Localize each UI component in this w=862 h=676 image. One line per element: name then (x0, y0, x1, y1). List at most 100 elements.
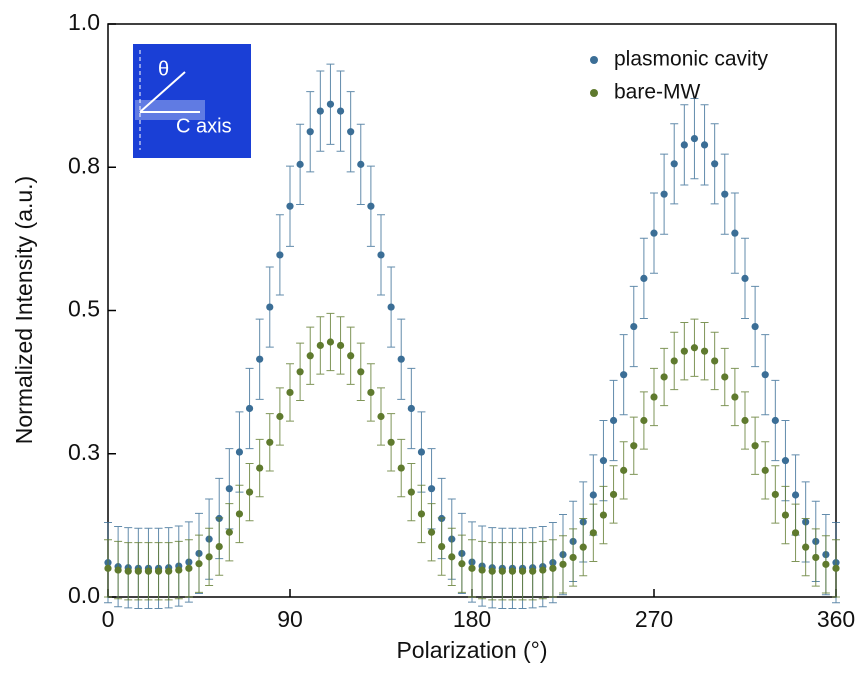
data-point (599, 511, 608, 519)
data-point (407, 488, 415, 496)
inset-angle: θ (158, 58, 169, 80)
data-point (347, 128, 355, 136)
data-point (286, 388, 294, 397)
data-point (205, 553, 213, 561)
data-point (822, 560, 830, 568)
data-point (589, 529, 597, 537)
data-point (791, 529, 800, 537)
data-point (245, 404, 254, 413)
data-point (630, 322, 638, 331)
data-point (529, 567, 537, 575)
data-point (316, 341, 324, 350)
data-point (751, 322, 759, 331)
data-point (367, 388, 375, 397)
data-point (276, 251, 284, 259)
data-point (215, 542, 223, 551)
data-point (609, 416, 618, 425)
data-point (781, 511, 790, 519)
data-point (235, 448, 244, 456)
data-point (812, 553, 820, 562)
data-point (387, 438, 395, 446)
data-point (690, 135, 699, 143)
y-tick-label: 0.3 (68, 439, 100, 465)
data-point (498, 567, 506, 575)
data-point (296, 160, 304, 168)
data-point (609, 490, 618, 499)
x-tick-label: 180 (453, 606, 491, 632)
data-point (367, 202, 375, 210)
data-point (640, 274, 648, 283)
data-point (508, 567, 517, 575)
data-point (397, 355, 405, 363)
data-point (306, 128, 314, 136)
data-point (670, 357, 678, 365)
data-point (256, 355, 264, 363)
data-point (387, 303, 395, 311)
data-point (377, 412, 385, 421)
data-point (357, 160, 365, 168)
data-point (427, 485, 436, 493)
data-point (771, 490, 779, 499)
data-point (771, 416, 779, 425)
data-point (690, 344, 699, 352)
x-tick-label: 90 (277, 606, 303, 632)
y-tick-label: 0.5 (68, 296, 100, 322)
data-point (336, 341, 345, 350)
data-point (195, 560, 203, 568)
data-point (276, 412, 284, 421)
data-point (326, 338, 335, 346)
data-point (165, 567, 173, 575)
data-point (599, 457, 608, 465)
data-point (144, 567, 153, 575)
data-point (731, 393, 739, 401)
legend-marker (590, 56, 598, 64)
data-point (478, 566, 486, 574)
data-point (559, 560, 567, 568)
data-point (488, 567, 496, 575)
data-point (589, 491, 597, 499)
inset-axis: C axis (176, 115, 232, 137)
data-point (569, 553, 577, 562)
data-point (377, 251, 385, 259)
data-point (721, 373, 729, 381)
legend-label: plasmonic cavity (614, 48, 769, 71)
legend-marker (590, 89, 598, 97)
data-point (296, 368, 304, 376)
data-point (650, 229, 658, 237)
legend-label: bare-MW (614, 81, 701, 104)
inset-arrow (139, 71, 186, 113)
inset-wire (135, 100, 205, 120)
data-point (397, 464, 405, 472)
data-point (711, 357, 719, 365)
data-point (266, 303, 274, 311)
data-point (680, 141, 688, 149)
data-point (336, 107, 345, 115)
data-point (357, 368, 365, 376)
data-point (660, 190, 668, 198)
data-point (185, 564, 193, 572)
data-point (761, 371, 769, 379)
data-point (326, 100, 335, 108)
data-point (539, 566, 547, 574)
x-tick-label: 270 (635, 606, 673, 632)
data-point (832, 564, 840, 572)
data-point (286, 202, 294, 210)
data-point (802, 543, 810, 551)
data-point (791, 491, 800, 499)
data-point (266, 438, 274, 446)
data-point (347, 352, 355, 360)
data-point (417, 510, 426, 518)
data-point (741, 274, 749, 283)
data-point (124, 567, 132, 575)
data-point (670, 160, 678, 168)
y-axis-label: Normalized Intensity (a.u.) (11, 176, 37, 444)
data-point (620, 466, 628, 474)
data-point (700, 347, 709, 355)
data-point (518, 567, 527, 575)
y-tick-label: 0.8 (68, 152, 100, 178)
data-point (256, 464, 264, 472)
data-point (316, 107, 324, 115)
data-point (104, 564, 112, 572)
data-point (134, 567, 142, 575)
